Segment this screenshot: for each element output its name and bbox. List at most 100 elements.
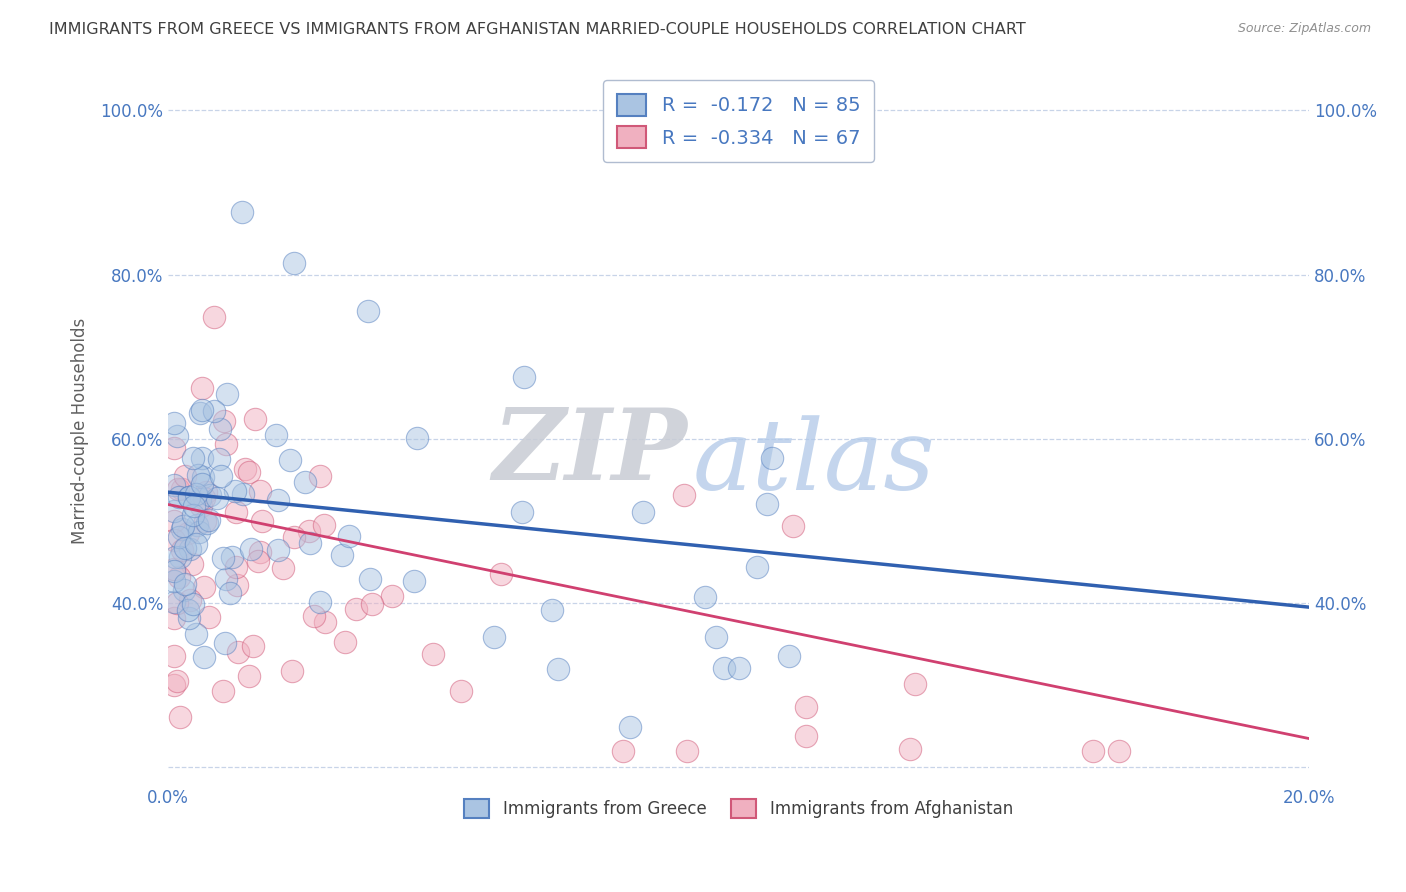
Point xyxy=(163,533,186,547)
Text: ZIP: ZIP xyxy=(492,403,688,500)
Point xyxy=(202,404,225,418)
Point xyxy=(193,580,215,594)
Point xyxy=(181,508,204,522)
Point xyxy=(631,505,654,519)
Point xyxy=(450,683,472,698)
Point xyxy=(250,515,273,529)
Point xyxy=(186,518,208,533)
Point xyxy=(756,497,779,511)
Point xyxy=(214,414,236,428)
Point xyxy=(1083,744,1105,758)
Point xyxy=(214,636,236,650)
Point xyxy=(190,499,212,513)
Y-axis label: Married-couple Households: Married-couple Households xyxy=(72,318,89,544)
Point xyxy=(298,524,321,539)
Point xyxy=(173,582,195,597)
Point xyxy=(540,603,562,617)
Point xyxy=(761,451,783,466)
Point xyxy=(193,491,215,505)
Point xyxy=(226,645,249,659)
Point xyxy=(197,610,219,624)
Point xyxy=(422,647,444,661)
Point xyxy=(619,720,641,734)
Point xyxy=(179,611,201,625)
Point xyxy=(177,491,200,505)
Point xyxy=(163,416,186,430)
Point xyxy=(240,541,263,556)
Point xyxy=(406,431,429,445)
Point xyxy=(482,630,505,644)
Point xyxy=(314,615,336,629)
Point xyxy=(304,609,326,624)
Point xyxy=(163,611,186,625)
Point xyxy=(381,589,404,603)
Point xyxy=(181,557,204,571)
Point xyxy=(215,436,238,450)
Point xyxy=(249,545,271,559)
Point xyxy=(344,601,367,615)
Point xyxy=(233,462,256,476)
Point xyxy=(238,465,260,479)
Point xyxy=(676,744,699,758)
Point xyxy=(205,491,228,505)
Point xyxy=(491,567,513,582)
Point xyxy=(184,627,207,641)
Legend: Immigrants from Greece, Immigrants from Afghanistan: Immigrants from Greece, Immigrants from … xyxy=(457,792,1019,825)
Point xyxy=(181,597,204,611)
Point xyxy=(166,482,188,496)
Point xyxy=(547,662,569,676)
Point xyxy=(163,514,186,528)
Point xyxy=(231,205,253,219)
Text: Source: ZipAtlas.com: Source: ZipAtlas.com xyxy=(1237,22,1371,36)
Point xyxy=(163,648,186,663)
Point xyxy=(172,543,194,558)
Point xyxy=(247,554,270,568)
Point xyxy=(904,677,927,691)
Point xyxy=(308,595,330,609)
Point xyxy=(195,484,218,499)
Point xyxy=(283,255,305,269)
Point xyxy=(294,475,316,490)
Point xyxy=(225,505,247,519)
Point xyxy=(172,519,194,533)
Point xyxy=(191,450,214,465)
Point xyxy=(226,578,249,592)
Point xyxy=(314,517,336,532)
Point xyxy=(163,504,186,518)
Point xyxy=(208,452,231,467)
Point xyxy=(211,551,233,566)
Point xyxy=(280,664,302,678)
Point xyxy=(183,500,205,514)
Point xyxy=(188,491,211,506)
Point xyxy=(163,595,186,609)
Point xyxy=(249,484,271,499)
Point xyxy=(163,477,186,491)
Point xyxy=(166,429,188,443)
Point xyxy=(231,487,253,501)
Point xyxy=(172,482,194,496)
Point xyxy=(242,639,264,653)
Point xyxy=(267,493,290,508)
Point xyxy=(163,550,186,565)
Point xyxy=(169,550,191,565)
Point xyxy=(704,630,727,644)
Point xyxy=(900,741,922,756)
Point xyxy=(169,570,191,584)
Point xyxy=(266,543,288,558)
Point xyxy=(172,522,194,536)
Point xyxy=(224,483,246,498)
Point xyxy=(179,491,201,505)
Point xyxy=(167,530,190,544)
Point xyxy=(166,673,188,688)
Point xyxy=(194,514,217,528)
Point xyxy=(187,468,209,483)
Point xyxy=(181,450,204,465)
Point xyxy=(359,572,381,586)
Point xyxy=(404,574,426,588)
Point xyxy=(510,505,533,519)
Point xyxy=(283,530,305,544)
Point xyxy=(174,541,197,555)
Point xyxy=(177,603,200,617)
Point xyxy=(796,729,818,743)
Point xyxy=(713,660,735,674)
